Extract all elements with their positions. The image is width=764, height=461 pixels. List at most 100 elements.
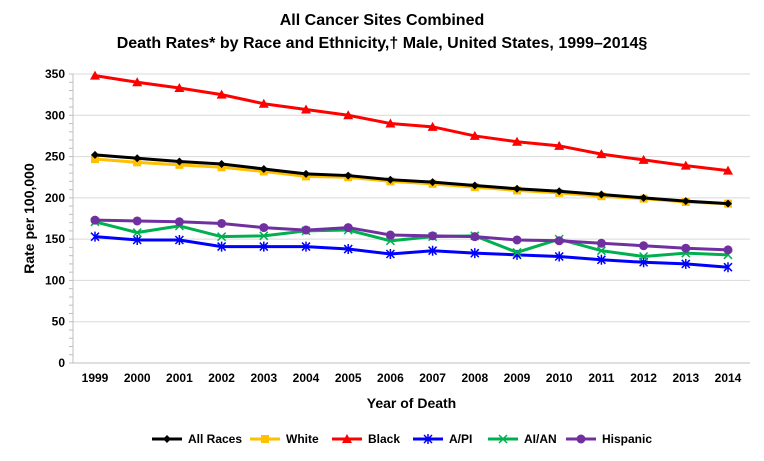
y-tick-label: 300 [45,108,65,122]
x-tick-label: 2004 [293,371,320,385]
x-tick-label: 2003 [250,371,277,385]
data-point-black [512,136,522,146]
data-point-hispanic [90,215,100,225]
data-point-a-pi [343,244,353,255]
data-point-all-races [724,199,732,208]
y-tick-label: 150 [45,232,65,246]
data-point-all-races [428,178,437,187]
legend-marker-a-pi [423,434,433,444]
data-point-a-pi [723,262,733,273]
x-tick-label: 2000 [124,371,151,385]
data-point-hispanic [596,238,606,248]
legend-label-black: Black [368,432,400,446]
data-point-ai-an [132,228,142,238]
legend-label-white: White [286,432,319,446]
data-point-ai-an [596,246,606,256]
data-point-ai-an [639,251,649,262]
data-point-black [469,130,480,140]
data-point-all-races [217,160,226,169]
x-tick-label: 2005 [335,371,362,385]
x-axis-label: Year of Death [367,395,456,411]
x-tick-label: 2006 [377,371,404,385]
data-point-black [90,70,100,80]
data-point-hispanic [132,216,142,226]
x-tick-label: 2011 [588,371,614,385]
data-point-a-pi [681,258,691,269]
data-point-black [132,77,143,87]
data-point-all-races [175,157,184,166]
legend-marker-all-races [163,435,171,443]
data-point-all-races [386,175,395,184]
x-tick-label: 2008 [461,371,488,385]
data-point-hispanic [512,235,522,245]
x-tick-label: 2002 [208,371,235,385]
data-point-ai-an [259,231,269,241]
y-tick-label: 350 [45,67,65,81]
x-tick-label: 2010 [546,371,573,385]
data-point-black [680,160,691,170]
data-point-black [554,140,565,150]
data-point-hispanic [723,245,733,255]
data-point-a-pi [385,249,395,260]
legend-label-all-races: All Races [188,432,242,446]
data-point-all-races [344,171,353,180]
data-point-a-pi [174,234,184,245]
y-tick-label: 50 [52,315,66,329]
data-point-all-races [555,187,564,196]
data-point-white [133,158,142,167]
data-point-all-races [259,164,268,173]
y-tick-label: 0 [58,356,65,370]
data-point-a-pi [301,241,311,252]
x-tick-label: 2009 [504,371,531,385]
data-point-hispanic [259,223,269,233]
data-point-hispanic [174,217,184,227]
data-point-hispanic [554,236,564,246]
data-point-all-races [681,197,690,206]
data-point-all-races [639,193,648,202]
data-point-a-pi [90,231,100,242]
y-tick-label: 250 [45,150,65,164]
legend-marker-black [342,434,352,443]
data-point-ai-an [512,247,522,257]
legend-marker-hispanic [576,434,586,444]
y-tick-label: 100 [45,273,65,287]
data-point-black [174,83,185,93]
x-tick-label: 2013 [672,371,699,385]
data-point-black [343,110,354,120]
data-point-black [301,104,311,114]
data-point-black [596,149,607,159]
series-line-all-races [94,153,729,206]
data-point-a-pi [470,248,480,259]
legend-marker-white [261,435,269,443]
data-point-all-races [597,190,606,199]
data-point-black [638,154,649,164]
data-point-hispanic [470,232,480,242]
data-point-hispanic [217,218,227,228]
data-point-black [216,89,227,99]
data-point-hispanic [385,230,395,240]
data-point-ai-an [217,232,227,242]
x-tick-label: 1999 [82,371,109,385]
series-line-a-pi [94,235,729,269]
chart-title: All Cancer Sites Combined [279,12,485,29]
legend-marker-ai-an [498,434,508,444]
data-point-a-pi [217,241,227,252]
data-point-all-races [470,181,479,190]
data-point-all-races [133,154,142,163]
data-point-white [91,155,99,164]
legend-label-a-pi: A/PI [449,432,472,446]
data-point-hispanic [639,241,649,251]
legend-label-hispanic: Hispanic [602,432,652,446]
data-point-a-pi [132,234,142,245]
data-point-black [258,98,269,108]
x-tick-label: 2012 [630,371,657,385]
series-line-black [94,74,729,173]
data-point-a-pi [554,251,564,262]
data-point-all-races [91,150,99,159]
data-point-black [427,121,438,131]
data-point-hispanic [343,223,353,233]
data-point-all-races [302,169,310,178]
data-point-all-races [513,184,521,193]
